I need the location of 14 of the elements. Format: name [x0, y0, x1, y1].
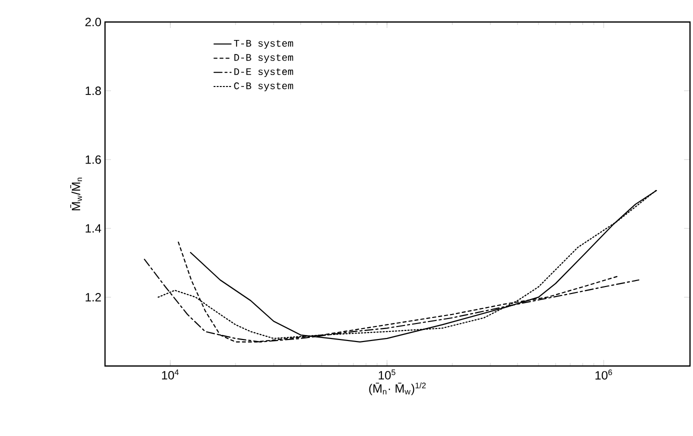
- x-axis-title: (M̄$_{n}$· M̄$_{w}$)$^{1/2}$: [369, 382, 426, 396]
- x-tick-label: 10$^{4}$: [162, 370, 179, 380]
- legend-label: C-B system: [234, 82, 294, 92]
- legend-label: D-E system: [234, 68, 294, 78]
- x-tick-label: 10$^{6}$: [596, 370, 612, 380]
- y-tick-label: 1.6: [86, 155, 101, 164]
- x-tick-label: 10$^{5}$: [378, 370, 396, 380]
- legend-label: D-B system: [234, 54, 294, 63]
- y-tick-label: 2.0: [85, 18, 102, 26]
- y-axis-title: M̄$_{w}$/M̄$_{n}$: [70, 178, 82, 210]
- y-tick-label: 1.8: [86, 86, 101, 96]
- y-tick-label: 1.4: [86, 224, 102, 233]
- legend-label: T-B system: [234, 40, 294, 49]
- y-tick-label: 1.2: [86, 293, 101, 302]
